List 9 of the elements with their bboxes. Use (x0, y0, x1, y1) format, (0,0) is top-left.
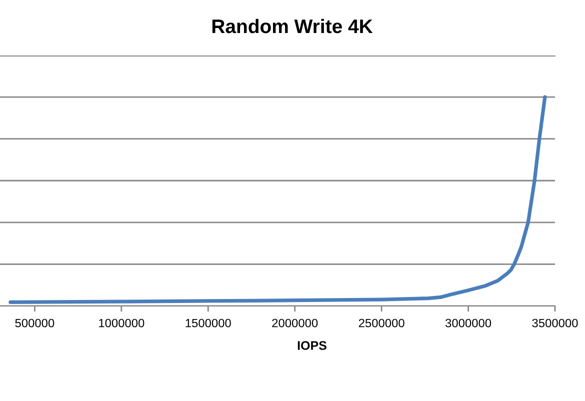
x-tick-label: 2000000 (272, 318, 318, 328)
x-tick-label: 1000000 (99, 318, 144, 328)
chart-title: Random Write 4K (212, 18, 373, 34)
x-tick-label: 1500000 (186, 318, 231, 328)
x-axis-title: IOPS (298, 341, 326, 350)
x-tick-label: 3500000 (532, 318, 578, 328)
x-tick-label: 3000000 (445, 318, 492, 328)
x-tick-label: 500000 (15, 318, 54, 328)
x-tick-label: 2500000 (358, 318, 404, 328)
